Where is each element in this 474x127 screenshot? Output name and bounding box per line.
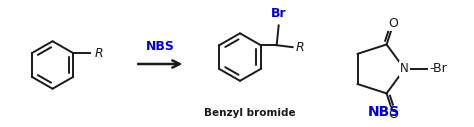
Text: Benzyl bromide: Benzyl bromide xyxy=(204,108,296,118)
Text: -Br: -Br xyxy=(429,62,447,75)
Text: O: O xyxy=(388,108,398,121)
Text: NBS: NBS xyxy=(367,105,400,119)
Text: R: R xyxy=(296,41,304,54)
Text: Br: Br xyxy=(271,7,286,20)
Text: R: R xyxy=(94,47,103,60)
Text: O: O xyxy=(388,17,398,30)
Text: NBS: NBS xyxy=(146,40,174,53)
Text: N: N xyxy=(400,62,409,75)
